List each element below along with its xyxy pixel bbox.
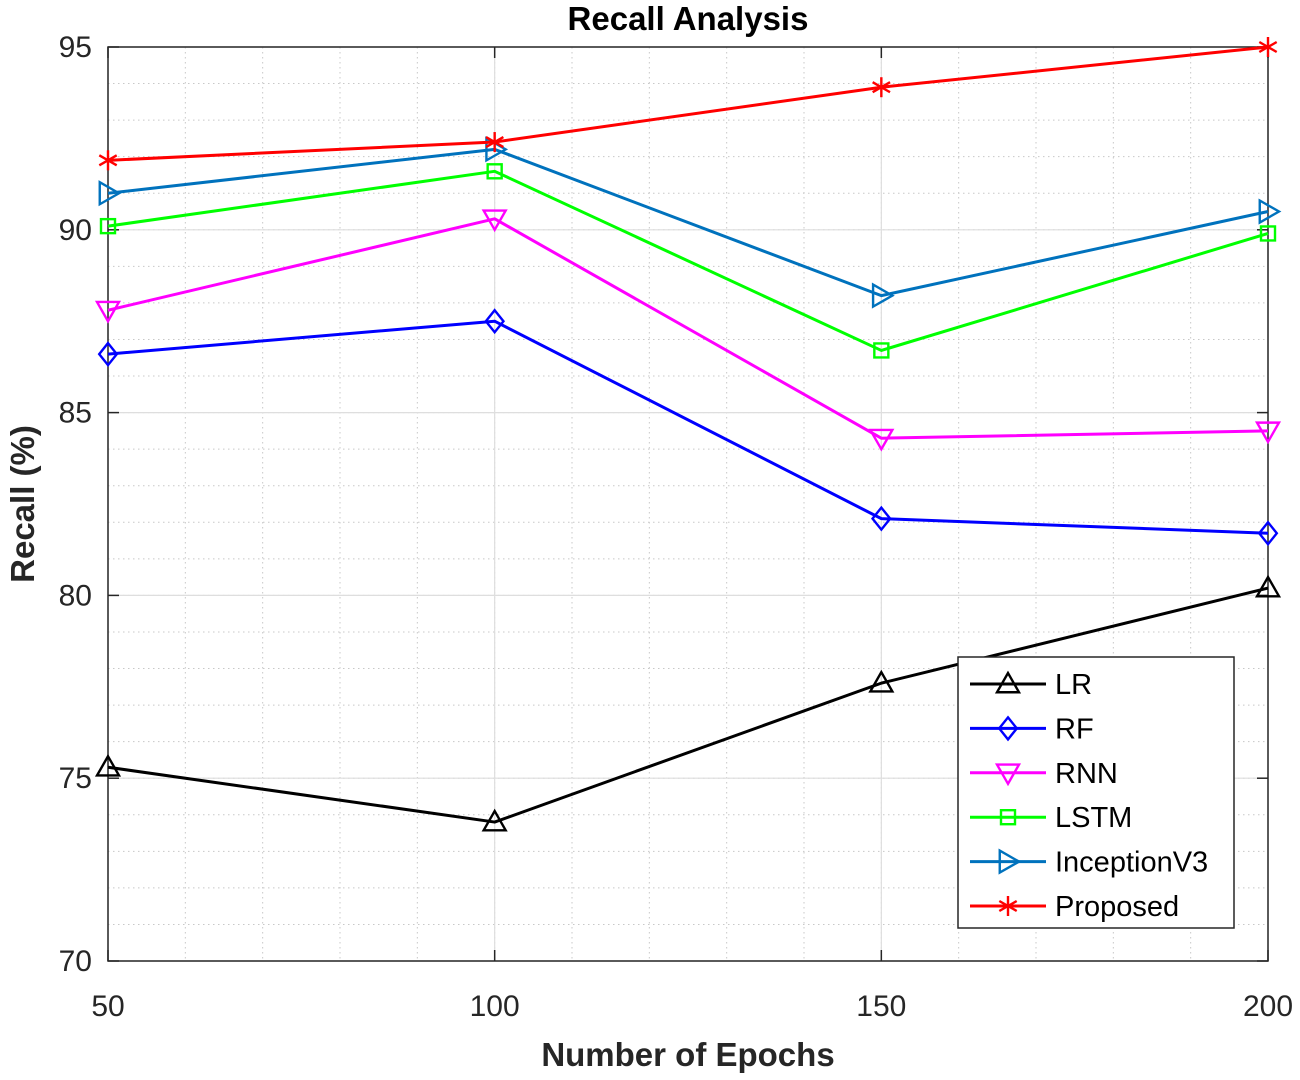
data-point-lstm bbox=[486, 163, 503, 180]
data-point-rf bbox=[870, 505, 892, 532]
y-tick-label: 75 bbox=[59, 762, 92, 795]
asterisk-stroke bbox=[872, 81, 891, 94]
y-tick-label: 80 bbox=[59, 579, 92, 612]
data-point-lr bbox=[868, 669, 895, 693]
legend-marker bbox=[998, 848, 1022, 875]
y-axis-title: Recall (%) bbox=[4, 425, 41, 583]
series-lstm bbox=[99, 163, 1277, 359]
series-group bbox=[94, 37, 1282, 832]
data-point-rnn bbox=[868, 428, 895, 452]
legend-box bbox=[957, 656, 1235, 929]
legend-label: Proposed bbox=[1055, 891, 1179, 923]
data-point-lstm bbox=[99, 217, 117, 235]
data-point-lstm bbox=[873, 342, 890, 359]
series-inceptionv3 bbox=[98, 136, 1282, 309]
series-proposed bbox=[98, 37, 1278, 171]
legend-label: RNN bbox=[1055, 758, 1118, 790]
legend-label: RF bbox=[1055, 713, 1094, 745]
series-rnn bbox=[94, 209, 1282, 452]
y-tick-label: 70 bbox=[59, 945, 92, 978]
legend-label: LSTM bbox=[1055, 802, 1132, 834]
legend-item-rnn: RNN bbox=[970, 758, 1118, 790]
series-line-rf bbox=[107, 319, 1269, 535]
data-point-rnn bbox=[94, 300, 122, 324]
x-axis-title: Number of Epochs bbox=[541, 1036, 834, 1073]
series-lr bbox=[94, 574, 1282, 832]
asterisk-stroke bbox=[98, 154, 118, 167]
x-tick-labels: 50 100 150 200 bbox=[91, 990, 1293, 1023]
legend-marker bbox=[998, 896, 1018, 916]
data-point-proposed bbox=[872, 77, 891, 98]
y-tick-label: 85 bbox=[59, 397, 92, 430]
x-tick-label: 200 bbox=[1243, 990, 1293, 1023]
data-point-proposed bbox=[1258, 37, 1278, 57]
data-point-rf bbox=[484, 308, 506, 335]
series-line-proposed bbox=[107, 45, 1269, 162]
legend-item-lstm: LSTM bbox=[970, 802, 1132, 834]
series-line-lstm bbox=[107, 169, 1269, 352]
legend-item-lr: LR bbox=[970, 669, 1092, 701]
legend-item-rf: RF bbox=[970, 713, 1094, 745]
legend-marker bbox=[994, 670, 1022, 694]
y-tick-label: 90 bbox=[59, 214, 92, 247]
data-point-proposed bbox=[98, 150, 118, 171]
legend-items: LR RF RNN LSTM InceptionV3 Proposed bbox=[970, 669, 1208, 923]
y-tick-label: 95 bbox=[59, 31, 92, 64]
series-rf bbox=[97, 308, 1279, 547]
asterisk-stroke bbox=[998, 899, 1018, 913]
data-point-inceptionv3 bbox=[871, 282, 895, 309]
data-point-inceptionv3 bbox=[1258, 198, 1282, 225]
data-point-proposed bbox=[485, 132, 504, 153]
legend-item-proposed: Proposed bbox=[970, 891, 1179, 923]
series-line-rnn bbox=[107, 217, 1269, 440]
legend-marker bbox=[994, 763, 1022, 787]
asterisk-stroke bbox=[1258, 40, 1278, 54]
series-line-lr bbox=[107, 586, 1269, 824]
x-tick-label: 100 bbox=[470, 990, 520, 1023]
y-tick-labels: 70 75 80 85 90 95 bbox=[59, 31, 92, 978]
data-point-lr bbox=[94, 753, 122, 777]
series-line-inceptionv3 bbox=[107, 147, 1269, 298]
data-point-lstm bbox=[1259, 225, 1277, 242]
legend-item-inceptionv3: InceptionV3 bbox=[970, 847, 1208, 879]
data-point-rf bbox=[97, 341, 119, 368]
legend-marker bbox=[997, 715, 1019, 742]
legend: LR RF RNN LSTM InceptionV3 Proposed bbox=[957, 656, 1235, 929]
x-tick-label: 150 bbox=[856, 990, 906, 1023]
chart-title: Recall Analysis bbox=[568, 0, 809, 37]
plot-frame bbox=[107, 46, 1269, 962]
x-tick-label: 50 bbox=[91, 990, 124, 1023]
data-point-lr bbox=[481, 808, 508, 832]
data-point-inceptionv3 bbox=[98, 180, 122, 207]
legend-label: LR bbox=[1055, 669, 1092, 701]
legend-label: InceptionV3 bbox=[1055, 847, 1208, 879]
legend-marker bbox=[999, 809, 1017, 826]
data-point-lr bbox=[1254, 574, 1282, 598]
data-point-rf bbox=[1257, 520, 1279, 547]
data-point-rnn bbox=[1254, 421, 1282, 445]
asterisk-stroke bbox=[485, 136, 504, 149]
data-point-rnn bbox=[481, 209, 508, 233]
